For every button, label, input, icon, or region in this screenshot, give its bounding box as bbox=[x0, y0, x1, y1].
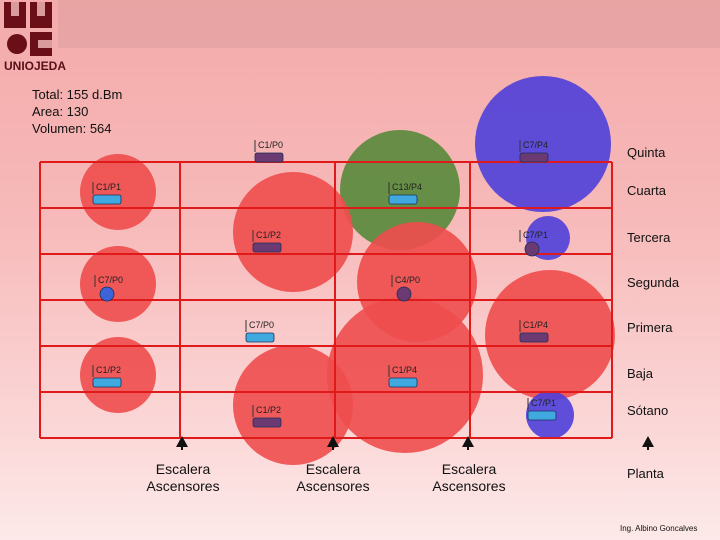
stair-line-2: Ascensores bbox=[432, 478, 506, 494]
router-marker: C1/P0 bbox=[254, 140, 284, 163]
stair-line-2: Ascensores bbox=[146, 478, 220, 494]
router-marker: C1/P2 bbox=[252, 230, 282, 253]
coverage-circle-red bbox=[485, 270, 615, 400]
router-icon bbox=[92, 194, 122, 205]
floor-label-planta: Planta bbox=[627, 466, 664, 481]
router-marker: C4/P0 bbox=[391, 275, 420, 302]
floor-label-quinta: Quinta bbox=[627, 145, 666, 160]
router-label: C7/P0 bbox=[98, 275, 123, 285]
stair-line-1: Escalera bbox=[441, 461, 497, 477]
router-icon bbox=[252, 242, 282, 253]
logo bbox=[4, 2, 52, 56]
router-icon bbox=[92, 377, 122, 388]
stair-label-2: Escalera Ascensores bbox=[278, 461, 388, 495]
stair-line-1: Escalera bbox=[155, 461, 211, 477]
router-label: C1/P2 bbox=[96, 365, 121, 375]
coverage-circle-red bbox=[327, 297, 483, 453]
router-marker: C1/P4 bbox=[519, 320, 549, 343]
stair-line-2: Ascensores bbox=[296, 478, 370, 494]
router-label: C1/P4 bbox=[523, 320, 548, 330]
floor-label-baja: Baja bbox=[627, 366, 654, 381]
stair-arrows bbox=[176, 436, 654, 450]
router-marker: C7/P0 bbox=[245, 320, 275, 343]
router-icon bbox=[527, 410, 557, 421]
router-marker: C7/P1 bbox=[527, 398, 557, 421]
router-markers: C1/P0 C7/P4 C1/P1 C13/P4 C1/P2 C7/P1 C7/P0 C4/P… bbox=[92, 140, 557, 428]
floor-label-cuarta: Cuarta bbox=[627, 183, 667, 198]
router-icon bbox=[252, 417, 282, 428]
router-label: C7/P4 bbox=[523, 140, 548, 150]
author-credit: Ing. Albino Goncalves bbox=[620, 524, 698, 533]
router-icon bbox=[388, 377, 418, 388]
floor-label-primera: Primera bbox=[627, 320, 673, 335]
coverage-circle-red bbox=[80, 154, 156, 230]
router-label: C1/P2 bbox=[256, 230, 281, 240]
router-marker: C7/P1 bbox=[519, 230, 548, 257]
router-marker: C1/P2 bbox=[92, 365, 122, 388]
router-icon bbox=[99, 286, 115, 302]
stats-panel: Total: 155 d.Bm Area: 130 Volumen: 564 bbox=[32, 86, 122, 137]
stair-label-3: Escalera Ascensores bbox=[414, 461, 524, 495]
router-label: C4/P0 bbox=[395, 275, 420, 285]
stat-total: Total: 155 d.Bm bbox=[32, 87, 123, 102]
coverage-circle-blue bbox=[475, 76, 611, 212]
coverage-circle-green bbox=[340, 130, 460, 250]
stair-line-1: Escalera bbox=[305, 461, 361, 477]
router-icon bbox=[396, 286, 412, 302]
router-label: C7/P0 bbox=[249, 320, 274, 330]
logo-text: UNIOJEDA bbox=[4, 59, 66, 73]
router-label: C7/P1 bbox=[531, 398, 556, 408]
router-icon bbox=[524, 241, 540, 257]
router-label: C7/P1 bbox=[523, 230, 548, 240]
floor-label-tercera: Tercera bbox=[627, 230, 671, 245]
floor-label-segunda: Segunda bbox=[627, 275, 680, 290]
router-label: C13/P4 bbox=[392, 182, 422, 192]
router-icon bbox=[519, 332, 549, 343]
stat-volumen: Volumen: 564 bbox=[32, 121, 112, 136]
router-marker: C1/P2 bbox=[252, 405, 282, 428]
router-icon bbox=[245, 332, 275, 343]
router-label: C1/P0 bbox=[258, 140, 283, 150]
header-band bbox=[58, 0, 720, 48]
floor-grid bbox=[39, 161, 613, 439]
router-label: C1/P4 bbox=[392, 365, 417, 375]
stat-area: Area: 130 bbox=[32, 104, 89, 119]
router-icon bbox=[388, 194, 418, 205]
coverage-circle-red bbox=[233, 345, 353, 465]
coverage-circle-red bbox=[233, 172, 353, 292]
router-marker: C7/P4 bbox=[519, 140, 549, 163]
router-icon bbox=[519, 152, 549, 163]
router-label: C1/P2 bbox=[256, 405, 281, 415]
router-marker: C1/P1 bbox=[92, 182, 122, 205]
router-marker: C1/P4 bbox=[388, 365, 418, 388]
stair-label-1: Escalera Ascensores bbox=[128, 461, 238, 495]
router-label: C1/P1 bbox=[96, 182, 121, 192]
floor-label-sotano: Sótano bbox=[627, 403, 669, 418]
router-marker: C7/P0 bbox=[94, 275, 123, 302]
coverage-circle-red bbox=[80, 246, 156, 322]
router-marker: C13/P4 bbox=[388, 182, 422, 205]
router-icon bbox=[254, 152, 284, 163]
coverage-circle-red bbox=[80, 337, 156, 413]
